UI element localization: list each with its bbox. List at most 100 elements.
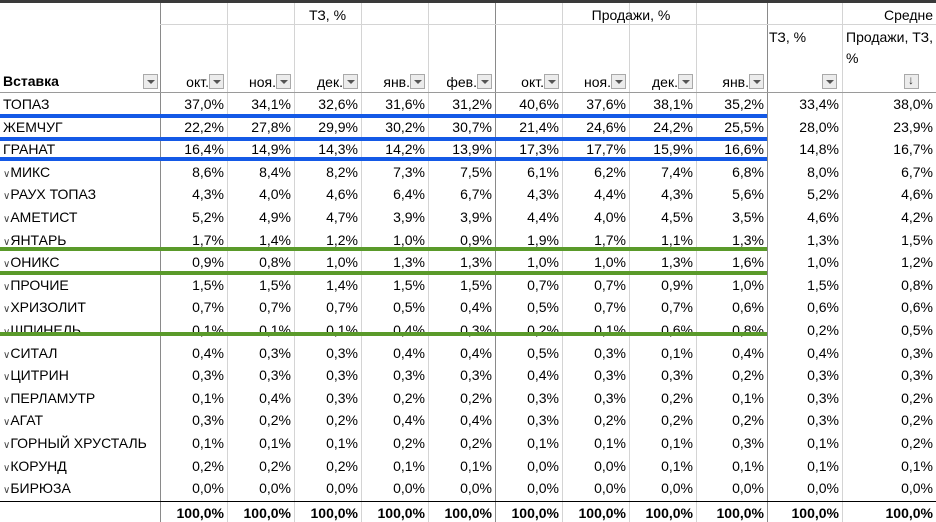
table-cell[interactable]: 38,1%	[653, 96, 693, 112]
sort-filter-icon[interactable]	[904, 74, 919, 89]
table-cell[interactable]: 0,0%	[594, 457, 626, 474]
table-cell[interactable]: 0,4%	[393, 322, 425, 338]
expand-chevron-icon[interactable]: ∨	[3, 372, 11, 384]
table-cell[interactable]: 0,0%	[326, 480, 358, 497]
table-cell[interactable]: 0,2%	[527, 322, 559, 338]
table-cell[interactable]: 0,8%	[901, 276, 933, 293]
table-cell[interactable]: 13,9%	[452, 141, 492, 158]
table-cell[interactable]: 1,3%	[393, 254, 425, 271]
table-cell[interactable]: 0,0%	[460, 480, 492, 497]
table-cell[interactable]: 0,0%	[732, 480, 764, 497]
table-cell[interactable]: 0,3%	[901, 367, 933, 384]
expand-chevron-icon[interactable]: ∨	[3, 214, 11, 225]
table-cell[interactable]: 0,3%	[594, 389, 626, 406]
table-cell[interactable]: 0,1%	[326, 322, 358, 338]
table-cell[interactable]: 0,3%	[732, 435, 764, 451]
table-cell[interactable]: 6,2%	[594, 163, 626, 180]
table-cell[interactable]: 1,1%	[661, 231, 693, 248]
table-cell[interactable]: 6,1%	[527, 163, 559, 180]
table-cell[interactable]: 0,2%	[393, 435, 425, 451]
table-cell[interactable]: 0,3%	[661, 367, 693, 384]
table-cell[interactable]: 1,0%	[594, 254, 626, 271]
table-cell[interactable]: 0,5%	[901, 322, 933, 338]
table-cell[interactable]: 24,2%	[653, 118, 693, 135]
table-cell[interactable]: 37,6%	[586, 96, 626, 112]
table-cell[interactable]: 24,6%	[586, 118, 626, 135]
table-cell[interactable]: 0,3%	[807, 389, 839, 406]
row-label[interactable]: ∨АМЕТИСТ	[0, 208, 158, 229]
table-cell[interactable]: 25,5%	[724, 118, 764, 135]
table-cell[interactable]: 0,1%	[393, 457, 425, 474]
table-cell[interactable]: 16,7%	[893, 141, 933, 158]
table-cell[interactable]: 0,1%	[460, 457, 492, 474]
table-cell[interactable]: 0,1%	[661, 344, 693, 361]
table-cell[interactable]: 1,5%	[901, 231, 933, 248]
table-cell[interactable]: 0,1%	[259, 322, 291, 338]
table-cell[interactable]: 0,7%	[594, 276, 626, 293]
table-cell[interactable]: 0,2%	[259, 412, 291, 429]
row-label[interactable]: ∨АГАТ	[0, 411, 158, 432]
table-cell[interactable]: 0,2%	[807, 322, 839, 338]
table-cell[interactable]: 34,1%	[251, 96, 291, 112]
table-cell[interactable]: 1,4%	[259, 231, 291, 248]
row-label[interactable]: ∨СИТАЛ	[0, 344, 158, 365]
table-cell[interactable]: 1,2%	[901, 254, 933, 271]
table-cell[interactable]: 1,0%	[527, 254, 559, 271]
expand-chevron-icon[interactable]: ∨	[3, 191, 11, 203]
table-cell[interactable]: 37,0%	[184, 96, 224, 112]
table-cell[interactable]: 1,7%	[192, 231, 224, 248]
filter-dropdown-icon[interactable]	[343, 74, 358, 89]
table-cell[interactable]: 1,4%	[326, 276, 358, 293]
table-cell[interactable]: 1,3%	[807, 231, 839, 248]
expand-chevron-icon[interactable]: ∨	[3, 440, 11, 451]
table-cell[interactable]: 0,2%	[594, 412, 626, 429]
table-cell[interactable]: 0,4%	[527, 367, 559, 384]
table-cell[interactable]: 0,2%	[326, 457, 358, 474]
table-cell[interactable]: 4,2%	[901, 209, 933, 225]
table-cell[interactable]: 4,0%	[594, 209, 626, 225]
table-cell[interactable]: 1,3%	[732, 231, 764, 248]
table-cell[interactable]: 40,6%	[519, 96, 559, 112]
total-cell[interactable]: 100,0%	[791, 504, 839, 521]
table-cell[interactable]: 1,0%	[326, 254, 358, 271]
total-cell[interactable]: 100,0%	[243, 504, 291, 521]
table-cell[interactable]: 0,8%	[259, 254, 291, 271]
row-label[interactable]: ТОПАЗ	[0, 95, 158, 113]
total-cell[interactable]: 100,0%	[885, 504, 933, 521]
table-cell[interactable]: 0,1%	[192, 389, 224, 406]
table-cell[interactable]: 1,0%	[807, 254, 839, 271]
total-cell[interactable]: 100,0%	[645, 504, 693, 521]
table-cell[interactable]: 15,9%	[653, 141, 693, 158]
table-cell[interactable]: 0,2%	[901, 389, 933, 406]
table-cell[interactable]: 0,3%	[807, 367, 839, 384]
table-cell[interactable]: 0,5%	[527, 299, 559, 316]
table-cell[interactable]: 8,0%	[807, 163, 839, 180]
table-cell[interactable]: 1,5%	[460, 276, 492, 293]
table-cell[interactable]: 14,3%	[318, 141, 358, 158]
table-cell[interactable]: 0,2%	[192, 457, 224, 474]
expand-chevron-icon[interactable]: ∨	[3, 394, 11, 406]
table-cell[interactable]: 0,1%	[901, 457, 933, 474]
table-cell[interactable]: 0,0%	[259, 480, 291, 497]
table-cell[interactable]: 5,6%	[732, 186, 764, 203]
table-cell[interactable]: 0,4%	[460, 299, 492, 316]
expand-chevron-icon[interactable]: ∨	[3, 349, 11, 361]
table-cell[interactable]: 4,3%	[192, 186, 224, 203]
table-cell[interactable]: 0,1%	[661, 457, 693, 474]
table-cell[interactable]: 0,3%	[527, 412, 559, 429]
table-cell[interactable]: 30,2%	[385, 118, 425, 135]
table-cell[interactable]: 0,1%	[192, 322, 224, 338]
table-cell[interactable]: 0,3%	[594, 344, 626, 361]
total-cell[interactable]: 100,0%	[511, 504, 559, 521]
table-cell[interactable]: 1,5%	[393, 276, 425, 293]
expand-chevron-icon[interactable]: ∨	[3, 485, 11, 497]
table-cell[interactable]: 0,7%	[527, 276, 559, 293]
table-cell[interactable]: 0,2%	[259, 457, 291, 474]
row-label[interactable]: ∨КОРУНД	[0, 457, 158, 478]
table-cell[interactable]: 14,9%	[251, 141, 291, 158]
table-cell[interactable]: 5,2%	[192, 209, 224, 225]
filter-dropdown-icon[interactable]	[611, 74, 626, 89]
total-cell[interactable]: 100,0%	[444, 504, 492, 521]
table-cell[interactable]: 6,4%	[393, 186, 425, 203]
table-cell[interactable]: 0,9%	[460, 231, 492, 248]
